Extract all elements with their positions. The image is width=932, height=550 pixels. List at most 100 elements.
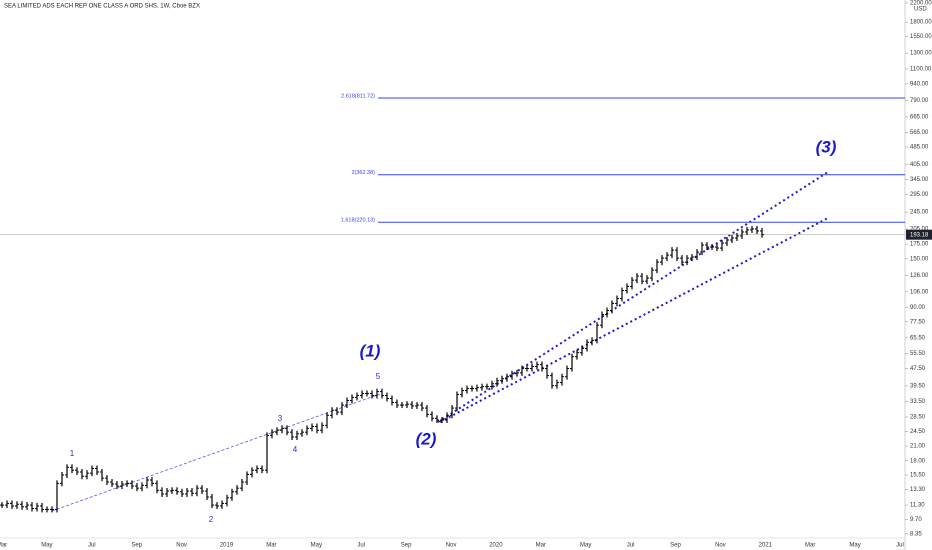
x-tick-label: Mar [0, 543, 7, 549]
y-tick-label: 9.70 [910, 517, 922, 523]
price-bar [175, 487, 179, 495]
price-bar [500, 375, 504, 384]
currency-label: USD [914, 7, 927, 13]
wave-label: 2 [209, 515, 214, 524]
price-bar [555, 379, 559, 389]
price-bar [145, 477, 149, 489]
price-bar [640, 273, 644, 285]
price-bar [685, 255, 689, 266]
y-tick-label: 47.50 [910, 366, 926, 372]
y-tick-label: 55.50 [910, 351, 926, 357]
price-bar [490, 380, 494, 390]
price-bar [560, 373, 564, 386]
y-tick-label: 24.50 [910, 429, 926, 435]
price-bar [330, 407, 334, 419]
price-bar [205, 488, 209, 501]
price-bar [280, 425, 284, 434]
price-bar [595, 322, 599, 344]
price-bar [570, 353, 574, 372]
price-bar [115, 481, 119, 490]
chart-title: SEA LIMITED ADS EACH REP ONE CLASS A ORD… [4, 4, 200, 10]
price-bar [0, 502, 4, 509]
price-bar [450, 405, 454, 419]
x-tick-label: Sep [131, 543, 142, 549]
price-bar [535, 361, 539, 370]
price-bar [95, 465, 99, 475]
x-tick-label: Nov [176, 543, 187, 549]
x-tick-label: Sep [670, 543, 681, 549]
x-tick-label: Jul [357, 543, 365, 549]
price-bar [125, 480, 129, 488]
price-bar [565, 365, 569, 380]
y-tick-label: 18.00 [910, 458, 926, 464]
price-bar [315, 423, 319, 434]
y-tick-label: 33.50 [910, 399, 926, 405]
channel-line [439, 217, 829, 423]
wave-label: 3 [278, 414, 283, 423]
price-bar [185, 488, 189, 497]
price-bar [475, 384, 479, 392]
price-bar [105, 475, 109, 486]
price-bar [130, 480, 134, 490]
y-tick-label: 485.00 [910, 145, 929, 151]
price-bar [195, 485, 199, 497]
price-bar [110, 479, 114, 488]
x-tick-label: May [580, 543, 591, 549]
price-bar [550, 372, 554, 389]
price-bar [40, 502, 44, 513]
price-bar [350, 394, 354, 404]
price-bar [510, 370, 514, 380]
y-tick-label: 106.00 [910, 289, 929, 295]
y-tick-label: 295.00 [910, 192, 929, 198]
price-bar [735, 232, 739, 241]
price-bar [635, 273, 639, 284]
last-price-box [906, 229, 932, 240]
price-bar [415, 402, 419, 409]
price-bar [70, 464, 74, 474]
price-bar [545, 365, 549, 379]
price-bar [75, 467, 79, 475]
price-bar [135, 483, 139, 492]
price-bar [270, 429, 274, 439]
fib-label: 1.618(220.13) [341, 218, 375, 224]
x-tick-label: May [311, 543, 322, 549]
y-tick-label: 565.00 [910, 130, 929, 136]
price-bar [455, 391, 459, 412]
price-bar [140, 482, 144, 492]
price-bar [690, 254, 694, 262]
price-bar [170, 487, 174, 495]
x-tick-label: Mar [536, 543, 546, 549]
wave-label: 5 [376, 372, 381, 381]
price-bar [60, 471, 64, 487]
price-bar [705, 242, 709, 251]
y-tick-label: 1800.00 [910, 20, 932, 26]
price-bar [700, 242, 704, 256]
price-bar [45, 506, 49, 513]
y-tick-label: 21.00 [910, 444, 926, 450]
wave-label: 4 [293, 445, 298, 454]
price-bar [160, 487, 164, 497]
price-bar [20, 501, 24, 510]
y-tick-label: 345.00 [910, 177, 929, 183]
price-bar [335, 407, 339, 416]
price-bar [530, 363, 534, 372]
y-tick-label: 8.35 [910, 531, 922, 537]
price-bar [430, 411, 434, 422]
price-bar [245, 471, 249, 486]
y-tick-label: 11.30 [910, 503, 925, 509]
price-bar [15, 501, 19, 509]
price-bar [695, 249, 699, 261]
price-bar [740, 228, 744, 239]
wave-label: (3) [816, 137, 837, 156]
y-tick-label: 13.30 [910, 487, 926, 493]
y-tick-label: 665.00 [910, 115, 929, 121]
y-tick-label: 205.00 [910, 227, 929, 233]
price-bar [720, 240, 724, 252]
price-bar [405, 401, 409, 409]
price-bar [320, 422, 324, 434]
price-bar [210, 494, 214, 509]
x-tick-label: Mar [266, 543, 276, 549]
price-bar [585, 339, 589, 352]
price-bar [80, 468, 84, 480]
x-tick-label: May [41, 543, 52, 549]
